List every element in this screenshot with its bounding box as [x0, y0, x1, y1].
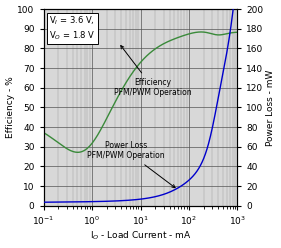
Text: V$_I$ = 3.6 V,
V$_O$ = 1.8 V: V$_I$ = 3.6 V, V$_O$ = 1.8 V — [49, 15, 96, 42]
Text: Power Loss
PFM/PWM Operation: Power Loss PFM/PWM Operation — [87, 141, 175, 188]
X-axis label: I$_O$ - Load Current - mA: I$_O$ - Load Current - mA — [90, 230, 191, 243]
Text: Efficiency
PFM/PWM Operation: Efficiency PFM/PWM Operation — [114, 46, 192, 97]
Y-axis label: Efficiency - %: Efficiency - % — [6, 77, 15, 138]
Y-axis label: Power Loss - mW: Power Loss - mW — [266, 69, 275, 146]
